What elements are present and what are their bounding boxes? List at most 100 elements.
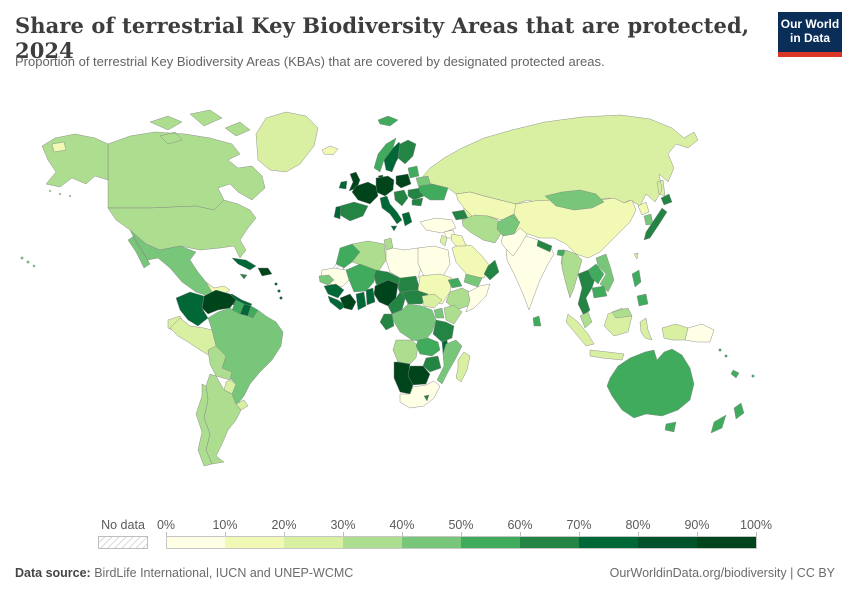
country-finland[interactable] <box>397 139 417 165</box>
aleutian-islands[interactable] <box>48 189 72 198</box>
country-kenya[interactable] <box>443 304 463 325</box>
legend-tickmark <box>166 532 167 536</box>
country-gabon-congo[interactable] <box>379 313 395 331</box>
country-jamaica[interactable] <box>239 273 248 280</box>
country-levant[interactable] <box>439 234 448 247</box>
legend-bin-8[interactable] <box>638 536 697 549</box>
country-malaysia[interactable] <box>579 311 593 329</box>
country-zimbabwe[interactable] <box>422 355 442 373</box>
country-mali[interactable] <box>345 263 377 293</box>
country-senegal[interactable] <box>318 274 335 286</box>
legend-bin-2[interactable] <box>284 536 343 549</box>
country-tanzania[interactable] <box>432 319 455 343</box>
country-svalbard[interactable] <box>377 115 399 127</box>
legend-bin-5[interactable] <box>461 536 520 549</box>
country-new-caledonia[interactable] <box>730 369 740 379</box>
country-chile[interactable] <box>195 383 213 467</box>
country-tasmania[interactable] <box>664 421 677 433</box>
country-india[interactable] <box>505 235 555 311</box>
country-vietnam[interactable] <box>595 253 615 293</box>
country-hispaniola[interactable] <box>257 267 273 277</box>
country-japan[interactable] <box>643 193 673 241</box>
country-indonesia[interactable] <box>565 307 653 361</box>
country-taiwan[interactable] <box>633 252 639 260</box>
country-eritrea[interactable] <box>447 277 463 289</box>
country-baltics[interactable] <box>407 165 420 179</box>
country-laos[interactable] <box>587 263 605 285</box>
country-west-papua[interactable] <box>661 323 689 341</box>
legend-bin-1[interactable] <box>225 536 284 549</box>
legend-bin-4[interactable] <box>402 536 461 549</box>
country-italy[interactable] <box>379 195 403 232</box>
country-greenland[interactable] <box>255 111 319 173</box>
country-spain[interactable] <box>339 201 369 222</box>
country-french-guiana[interactable] <box>247 305 259 319</box>
country-ivory-coast[interactable] <box>339 293 357 311</box>
country-drc[interactable] <box>391 303 437 343</box>
attribution-link[interactable]: OurWorldinData.org/biodiversity | CC BY <box>609 566 835 580</box>
country-togo-benin[interactable] <box>365 287 376 306</box>
country-libya[interactable] <box>385 247 423 281</box>
bering-island[interactable] <box>51 141 67 153</box>
country-australia[interactable] <box>606 348 695 419</box>
country-colombia[interactable] <box>175 291 209 327</box>
country-myanmar[interactable] <box>561 249 583 299</box>
country-sri-lanka[interactable] <box>532 315 542 327</box>
country-philippines[interactable] <box>631 269 649 307</box>
country-central-europe[interactable] <box>375 175 395 197</box>
country-iceland[interactable] <box>321 145 339 156</box>
country-ukraine[interactable] <box>418 183 449 201</box>
country-france[interactable] <box>351 181 379 205</box>
country-angola[interactable] <box>392 339 419 365</box>
country-mozambique[interactable] <box>436 339 463 385</box>
country-guinea[interactable] <box>323 283 345 299</box>
country-balkans[interactable] <box>393 189 409 207</box>
hawaii-islands[interactable] <box>20 256 36 268</box>
country-alaska[interactable] <box>41 133 109 188</box>
country-pakistan[interactable] <box>500 227 528 257</box>
country-sierra-leone-liberia[interactable] <box>327 295 347 311</box>
country-bulgaria[interactable] <box>411 197 424 207</box>
country-uganda[interactable] <box>433 307 445 319</box>
legend-bin-7[interactable] <box>579 536 638 549</box>
country-sabah-malaysia-borneo[interactable] <box>611 307 633 319</box>
country-cuba[interactable] <box>231 257 257 271</box>
country-iraq[interactable] <box>450 233 467 247</box>
country-ghana[interactable] <box>355 291 367 311</box>
pacific-islands[interactable] <box>718 348 755 378</box>
country-lesotho[interactable] <box>423 394 430 402</box>
country-turkey[interactable] <box>419 217 457 234</box>
country-mongolia[interactable] <box>544 189 605 211</box>
country-cambodia[interactable] <box>591 285 608 299</box>
country-venezuela[interactable] <box>201 289 237 315</box>
country-north-korea[interactable] <box>637 201 650 216</box>
owid-logo[interactable]: Our World in Data <box>778 12 842 57</box>
country-south-africa[interactable] <box>399 380 441 409</box>
country-zambia[interactable] <box>415 337 441 357</box>
country-papua-new-guinea[interactable] <box>684 323 715 343</box>
country-poland[interactable] <box>395 173 412 189</box>
legend-tickmark <box>402 532 403 536</box>
country-ireland[interactable] <box>338 180 348 190</box>
country-south-sudan[interactable] <box>421 293 443 309</box>
country-russia[interactable] <box>419 114 699 207</box>
country-greece[interactable] <box>401 211 413 227</box>
country-egypt[interactable] <box>417 245 451 279</box>
country-canada[interactable] <box>107 109 266 211</box>
legend-bin-0[interactable] <box>166 536 225 549</box>
country-portugal[interactable] <box>333 205 342 220</box>
country-oman[interactable] <box>483 259 500 281</box>
legend-tickmark <box>579 532 580 536</box>
country-somalia[interactable] <box>465 283 491 313</box>
legend-bin-3[interactable] <box>343 536 402 549</box>
country-madagascar[interactable] <box>455 351 471 383</box>
country-nepal[interactable] <box>536 239 553 253</box>
legend-bin-6[interactable] <box>520 536 579 549</box>
country-norway[interactable] <box>373 137 397 173</box>
country-iran[interactable] <box>461 214 503 244</box>
no-data-swatch[interactable] <box>98 536 148 549</box>
legend-bin-9[interactable] <box>697 536 756 549</box>
country-new-zealand[interactable] <box>710 402 745 434</box>
lesser-antilles-islands[interactable] <box>274 282 283 300</box>
country-namibia[interactable] <box>393 361 414 395</box>
